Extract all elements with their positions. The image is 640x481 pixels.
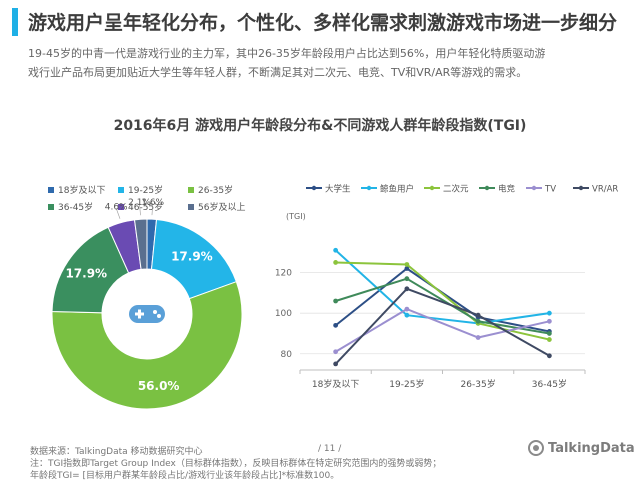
gamepad-icon xyxy=(129,305,165,323)
data-point xyxy=(333,247,339,253)
brand-name: TalkingData xyxy=(548,440,635,456)
pie-slice xyxy=(133,218,148,270)
data-point xyxy=(333,349,339,355)
pie-legend: 18岁及以下 19-25岁 26-35岁 36-45岁 46-55岁 56岁及以上 xyxy=(48,183,298,217)
series-line xyxy=(335,308,550,353)
data-point xyxy=(475,312,481,318)
data-point xyxy=(546,310,552,316)
legend-swatch xyxy=(118,186,124,193)
legend-label: 36-45岁 xyxy=(58,203,94,213)
legend-label: 19-25岁 xyxy=(128,186,164,196)
pie-slice xyxy=(51,281,243,410)
data-point xyxy=(404,286,410,292)
data-point xyxy=(546,353,552,359)
pie-legend-item: 36-45岁 xyxy=(48,200,118,213)
slice-value-label: 2.1% xyxy=(128,198,151,208)
data-point xyxy=(333,322,339,328)
line-legend-item: VR/AR xyxy=(573,185,618,195)
slice-label-leader xyxy=(151,204,153,216)
data-point xyxy=(546,337,552,342)
pie-legend-item: 19-25岁 xyxy=(118,183,188,196)
legend-label: 18岁及以下 xyxy=(58,186,106,196)
data-point xyxy=(333,298,339,304)
line-legend-item: 电竞 xyxy=(479,184,516,195)
data-point xyxy=(546,318,552,324)
legend-label: 46-55岁 xyxy=(128,203,164,213)
data-source: 数据来源：TalkingData 移动数据研究中心 xyxy=(30,447,203,457)
pie-legend-item: 46-55岁 xyxy=(118,200,188,213)
y-tick-label: 120 xyxy=(275,269,292,279)
x-tick-label: 36-45岁 xyxy=(532,378,567,390)
legend-marker xyxy=(311,185,317,191)
legend-marker xyxy=(578,185,584,191)
legend-swatch xyxy=(188,186,194,193)
footnote-2: 年龄段TGI= [目标用户群某年龄段占比/游戏行业该年龄段占比]*标准数100。 xyxy=(30,471,340,481)
slice-value-label: 17.9% xyxy=(65,266,107,280)
slice-value-label: 1.6% xyxy=(141,198,164,208)
x-tick-label: 19-25岁 xyxy=(389,378,424,390)
y-axis-label: (TGI) xyxy=(286,212,306,221)
legend-swatch xyxy=(48,186,54,193)
page-number: / 11 / xyxy=(318,444,342,454)
slice-value-label: 4.6% xyxy=(105,202,128,212)
legend-label: 电竞 xyxy=(498,184,516,195)
intro-line-2: 戏行业产品布局更加贴近大学生等年轻人群，不断满足其对二次元、电竞、TV和VR/A… xyxy=(28,66,528,79)
legend-label: VR/AR xyxy=(592,185,618,195)
line-legend-item: 鲸鱼用户 xyxy=(361,184,414,195)
legend-label: 大学生 xyxy=(325,184,351,195)
slice-label-leader xyxy=(139,204,141,216)
intro-text: 19-45岁的中青一代是游戏行业的主力军，其中26-35岁年龄段用户占比达到56… xyxy=(28,44,628,82)
slice-label-leader xyxy=(115,208,121,219)
data-point xyxy=(546,331,552,336)
page-title: 游戏用户呈年轻化分布，个性化、多样化需求刺激游戏市场进一步细分 xyxy=(28,12,618,34)
footnote-1: 注：TGI指数即Target Group Index（目标群体指数），反映目标群… xyxy=(30,459,442,469)
data-point xyxy=(404,266,410,271)
legend-marker xyxy=(429,185,435,191)
data-point xyxy=(404,306,410,312)
brand-logo: TalkingData xyxy=(528,440,635,456)
data-point xyxy=(404,312,410,318)
pie-legend-item: 56岁及以上 xyxy=(188,200,258,213)
legend-swatch xyxy=(118,203,124,210)
legend-swatch xyxy=(188,203,194,210)
legend-marker xyxy=(366,185,372,191)
pie-legend-item: 26-35岁 xyxy=(188,183,258,196)
legend-label: 二次元 xyxy=(443,184,469,195)
line-legend-item: TV xyxy=(526,185,556,195)
legend-label: TV xyxy=(544,185,556,195)
legend-label: 26-35岁 xyxy=(198,186,234,196)
y-tick-label: 100 xyxy=(275,309,292,319)
talkingdata-logo-icon xyxy=(528,440,544,456)
y-tick-label: 80 xyxy=(281,350,293,360)
line-legend-item: 大学生 xyxy=(306,184,351,195)
data-point xyxy=(404,262,410,267)
data-point xyxy=(404,276,410,282)
legend-label: 鲸鱼用户 xyxy=(380,184,414,195)
pie-legend-item: 18岁及以下 xyxy=(48,183,118,196)
legend-marker xyxy=(484,185,490,191)
x-tick-label: 18岁及以下 xyxy=(312,378,359,390)
title-accent-bar xyxy=(12,8,18,36)
legend-marker xyxy=(531,185,537,191)
line-legend-item: 二次元 xyxy=(424,184,469,195)
chart-title: 2016年6月 游戏用户年龄段分布&不同游戏人群年龄段指数(TGI) xyxy=(113,118,527,134)
data-point xyxy=(333,260,339,265)
x-tick-label: 26-35岁 xyxy=(461,378,496,390)
series-line xyxy=(335,277,550,335)
slice-value-label: 56.0% xyxy=(138,379,180,393)
series-line xyxy=(335,261,550,341)
series-line xyxy=(334,287,550,365)
slice-value-label: 17.9% xyxy=(171,249,213,263)
legend-label: 56岁及以上 xyxy=(198,203,246,213)
data-point xyxy=(475,318,481,324)
legend-swatch xyxy=(48,203,54,210)
intro-line-1: 19-45岁的中青一代是游戏行业的主力军，其中26-35岁年龄段用户占比达到56… xyxy=(28,47,546,60)
data-point xyxy=(475,335,481,340)
series-line xyxy=(334,249,550,325)
data-point xyxy=(333,361,339,367)
